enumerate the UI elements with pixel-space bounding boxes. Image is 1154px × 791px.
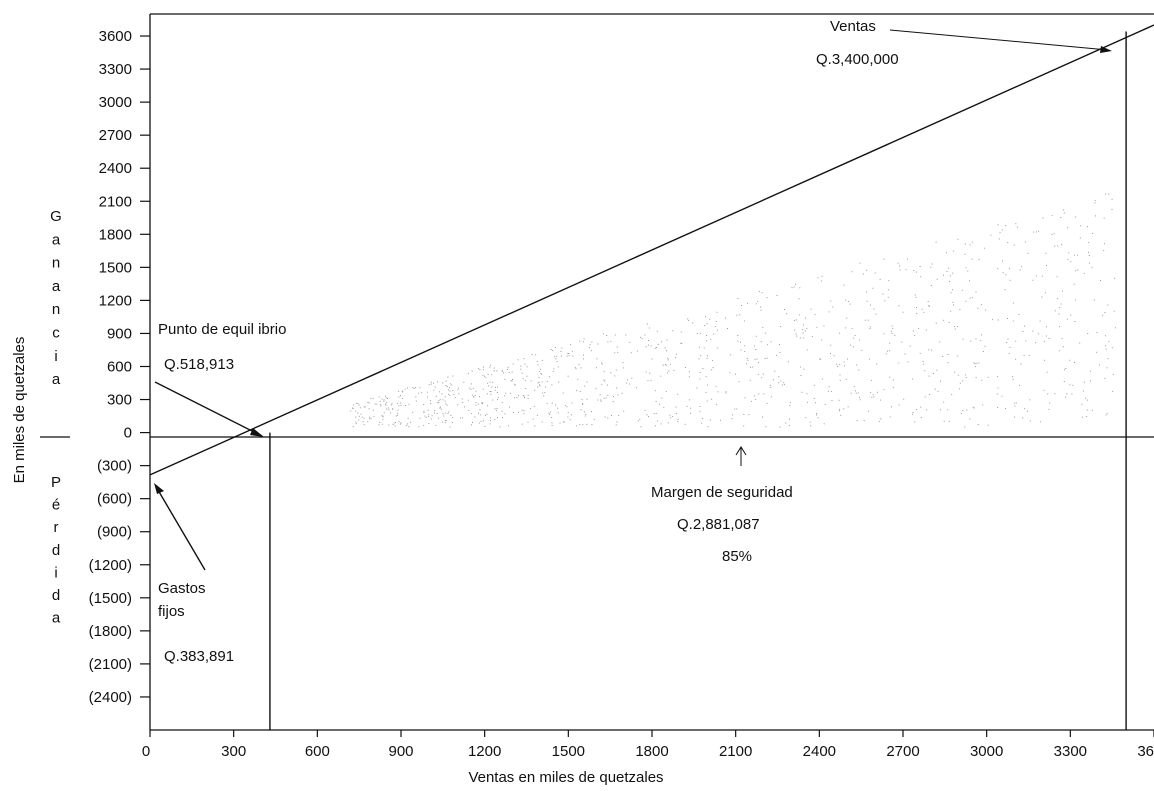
perdida-letter: a [52,610,61,627]
x-tick-label: 300 [221,743,246,760]
ventas-value: Q.3,400,000 [816,51,899,68]
x-tick-label: 3600 [1137,743,1154,760]
y-tick-label: 2700 [99,127,132,144]
y-tick-label: (900) [97,524,132,541]
x-tick-label: 1500 [552,743,585,760]
y-tick-label: 1200 [99,292,132,309]
sales-arrow [889,29,1112,53]
x-tick-label: 600 [305,743,330,760]
gastos-title: Gastos [158,580,206,597]
ganancia-letter: G [50,208,62,225]
y-tick-label: (2100) [89,656,132,673]
ganancia-letter: n [52,301,60,318]
gastos-title-2: fijos [158,603,185,620]
margin-arrow [735,446,747,466]
y-tick-label: 2100 [99,193,132,210]
y-tick-label: 3000 [99,94,132,111]
perdida-letter: i [54,564,57,581]
ganancia-letter: c [52,325,60,342]
y-tick-label: (2400) [89,689,132,706]
ganancia-letter: n [52,255,60,272]
margen-pct: 85% [722,548,752,565]
ganancia-letter: a [52,278,61,295]
x-tick-label: 1200 [468,743,501,760]
x-tick-label: 900 [388,743,413,760]
equilibrio-value: Q.518,913 [164,356,234,373]
y-tick-label: (300) [97,458,132,475]
y-tick-label: 600 [107,358,132,375]
x-tick-label: 0 [142,743,150,760]
y-tick-label: 1500 [99,259,132,276]
y-tick-label: 900 [107,325,132,342]
y-tick-label: 300 [107,392,132,409]
margen-title: Margen de seguridad [651,484,793,501]
perdida-letter: r [54,519,59,536]
y-tick-label: 3300 [99,61,132,78]
fixed-costs-arrow [154,483,206,571]
y-tick-label: 2400 [99,160,132,177]
y-tick-label: (600) [97,491,132,508]
perdida-letter: é [52,497,60,514]
break-even-marker [154,381,264,437]
perdida-letter: d [52,542,60,559]
sales-line [149,24,1154,476]
perdida-letter: P [51,474,61,491]
ventas-title: Ventas [830,18,876,35]
y-tick-label: (1800) [89,623,132,640]
gastos-value: Q.383,891 [164,648,234,665]
x-tick-label: 3300 [1054,743,1087,760]
x-tick-label: 1800 [635,743,668,760]
x-tick-label: 3000 [970,743,1003,760]
y-tick-label: 0 [124,425,132,442]
x-tick-label: 2100 [719,743,752,760]
y-axis-title: En miles de quetzales [11,337,28,484]
y-tick-label: (1200) [89,557,132,574]
x-tick-label: 2400 [803,743,836,760]
safety-margin-stipple [350,193,1116,428]
y-tick-label: 3600 [99,28,132,45]
y-tick-label: (1500) [89,590,132,607]
x-axis-ticks: 0 300 600 900 1200 1500 1800 2100 2400 2700 3000 33… [142,730,1154,760]
ganancia-letter: i [54,348,57,365]
equilibrio-title: Punto de equil ibrio [158,321,286,338]
perdida-letter: d [52,587,60,604]
x-axis-title: Ventas en miles de quetzales [468,769,663,786]
x-tick-label: 2700 [886,743,919,760]
y-axis-ticks: 3600330030002700240021001800150012009006… [89,28,150,706]
ganancia-letter: a [52,231,61,248]
margen-value: Q.2,881,087 [677,516,760,533]
ganancia-letter: a [52,371,61,388]
y-tick-label: 1800 [99,226,132,243]
